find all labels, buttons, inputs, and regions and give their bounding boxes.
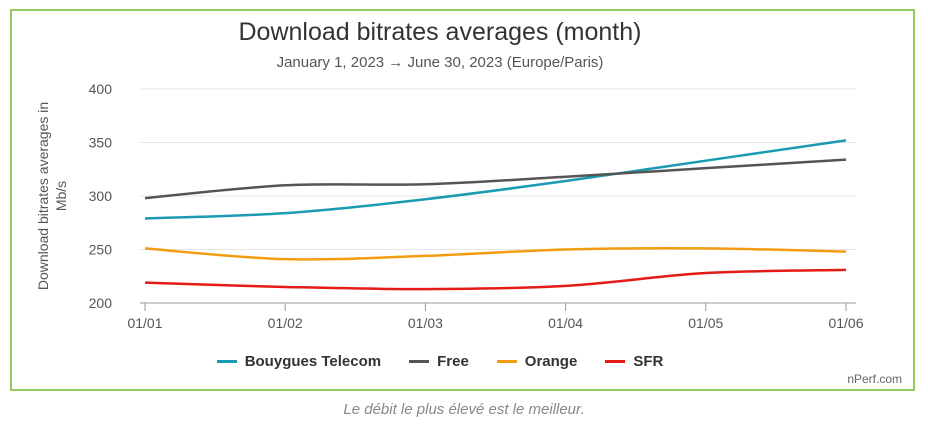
x-tick-label: 01/03 — [408, 315, 443, 331]
series-line-free — [144, 158, 847, 200]
credit-link[interactable]: nPerf.com — [847, 372, 902, 386]
caption: Le débit le plus élevé est le meilleur. — [343, 401, 585, 418]
legend-swatch — [496, 360, 517, 363]
x-tick-label: 01/05 — [688, 315, 723, 331]
y-tick-label: 400 — [89, 81, 113, 97]
legend-label: Bouygues Telecom — [244, 353, 382, 370]
y-tick-label: 350 — [89, 135, 113, 151]
y-tick-label: 300 — [89, 188, 113, 204]
chart-title: Download bitrates averages (month) — [238, 18, 642, 46]
series-line-orange — [144, 247, 847, 261]
x-tick-label: 01/01 — [127, 315, 162, 331]
legend-swatch — [409, 360, 430, 363]
legend-swatch — [216, 360, 237, 363]
legend-item[interactable]: Free — [409, 353, 469, 370]
legend-label: Orange — [524, 353, 578, 370]
y-axis-label: Download bitrates averages in Mb/s — [35, 102, 69, 290]
series-line-bouygues-telecom — [144, 139, 847, 220]
chart-frame — [10, 9, 915, 391]
x-tick-label: 01/06 — [828, 315, 863, 331]
x-tick-label: 01/04 — [548, 315, 583, 331]
y-tick-label: 250 — [89, 242, 113, 258]
legend-item[interactable]: SFR — [605, 353, 663, 370]
legend-label: SFR — [633, 353, 664, 370]
x-tick-label: 01/02 — [268, 315, 303, 331]
legend-swatch — [605, 360, 626, 363]
chart-subtitle: January 1, 2023 → June 30, 2023 (Europe/… — [276, 54, 604, 71]
legend-label: Free — [437, 353, 469, 370]
series-line-sfr — [144, 268, 847, 291]
y-tick-label: 200 — [89, 295, 113, 311]
legend-item[interactable]: Orange — [496, 353, 578, 370]
legend-item[interactable]: Bouygues Telecom — [216, 353, 382, 370]
legend: Bouygues Telecom Free Orange SFR — [0, 353, 880, 370]
